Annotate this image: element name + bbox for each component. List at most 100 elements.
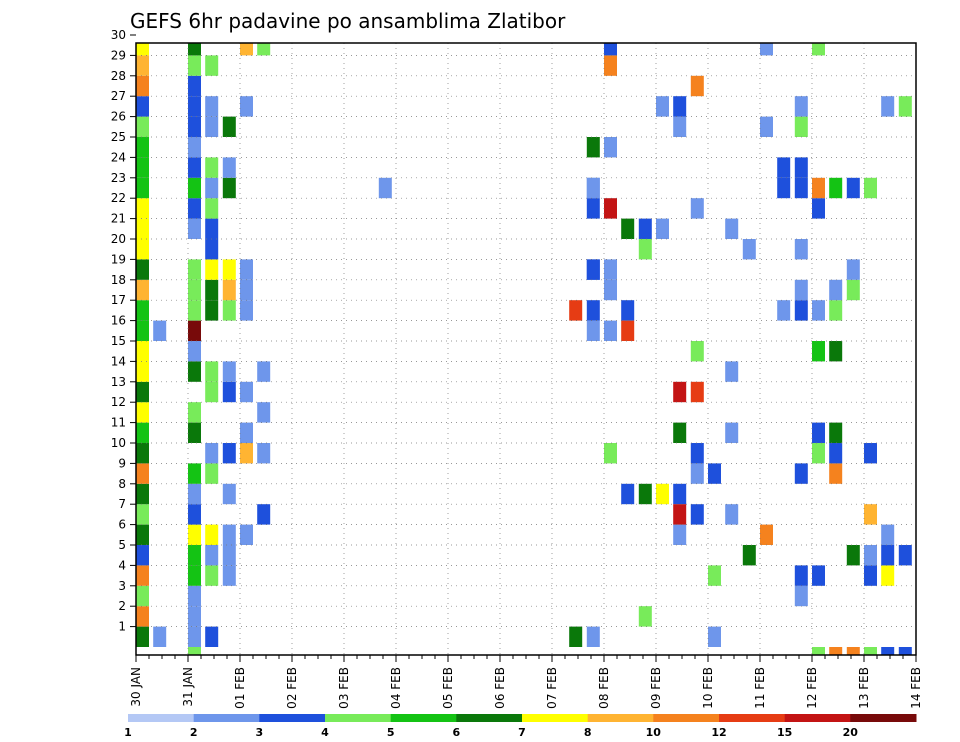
- y-tick-label: 23: [111, 171, 126, 185]
- heatmap-cell: [569, 626, 583, 647]
- heatmap-cell: [188, 177, 201, 199]
- legend-swatch: [128, 714, 195, 722]
- heatmap-cell: [690, 463, 704, 484]
- heatmap-cell: [136, 43, 149, 56]
- heatmap-cell: [621, 218, 635, 239]
- y-tick-label: 26: [111, 110, 126, 124]
- heatmap-cell: [777, 157, 791, 178]
- heatmap-cell: [656, 218, 669, 239]
- heatmap-cell: [673, 504, 687, 525]
- heatmap-cell: [188, 55, 201, 76]
- heatmap-cell: [188, 259, 201, 280]
- heatmap-cell: [222, 116, 236, 137]
- heatmap-cell: [794, 279, 808, 301]
- heatmap-cell: [136, 341, 149, 362]
- heatmap-cell: [136, 75, 149, 97]
- heatmap-cell: [898, 96, 912, 117]
- heatmap-cell: [638, 606, 652, 627]
- heatmap-cell: [240, 422, 253, 443]
- heatmap-cell: [136, 504, 149, 525]
- heatmap-cell: [881, 524, 895, 545]
- heatmap-cell: [240, 524, 253, 545]
- heatmap-cell: [240, 300, 253, 321]
- legend-swatch: [522, 714, 589, 722]
- heatmap-cell: [829, 422, 843, 443]
- heatmap-cell: [205, 463, 219, 484]
- heatmap-cell: [777, 300, 791, 321]
- heatmap-cell: [794, 565, 808, 586]
- heatmap-cell: [621, 320, 635, 341]
- heatmap-cell: [638, 483, 652, 505]
- heatmap-cell: [188, 504, 201, 525]
- heatmap-cell: [205, 239, 219, 260]
- heatmap-cell: [240, 43, 253, 56]
- heatmap-cell: [846, 545, 860, 566]
- heatmap-cell: [136, 259, 149, 280]
- x-tick-label: 13 FEB: [857, 667, 871, 709]
- y-tick-label: 28: [111, 69, 126, 83]
- heatmap-cell: [136, 483, 149, 505]
- heatmap-cell: [205, 279, 219, 301]
- y-tick-label: 9: [118, 456, 126, 470]
- heatmap-cell: [864, 565, 877, 586]
- grid-lines: [136, 43, 916, 655]
- legend-label: 6: [452, 726, 460, 739]
- y-tick-label: 12: [111, 395, 126, 409]
- heatmap-cell: [136, 381, 149, 403]
- heatmap-cell: [188, 647, 201, 655]
- heatmap-cell: [638, 239, 652, 260]
- heatmap-cell: [205, 116, 219, 137]
- heatmap-cell: [188, 341, 201, 362]
- heatmap-cell: [638, 218, 652, 239]
- heatmap-cell: [205, 259, 219, 280]
- legend-label: 10: [646, 726, 662, 739]
- heatmap-cell: [864, 545, 877, 566]
- x-tick-label: 14 FEB: [909, 667, 923, 709]
- heatmap-cell: [864, 177, 877, 199]
- chart-title: GEFS 6hr padavine po ansamblima Zlatibor: [130, 9, 566, 33]
- heatmap-cell: [240, 443, 253, 464]
- heatmap-cell: [604, 279, 617, 301]
- heatmap-cell: [673, 381, 687, 403]
- y-tick-label: 6: [118, 518, 126, 532]
- heatmap-cell: [205, 361, 219, 382]
- heatmap-cell: [864, 443, 877, 464]
- heatmap-cell: [846, 647, 860, 655]
- heatmap-cell: [222, 279, 236, 301]
- y-tick-label: 24: [111, 150, 126, 164]
- y-tick-label: 4: [118, 558, 126, 572]
- heatmap-cell: [205, 524, 219, 545]
- heatmap-cell: [794, 157, 808, 178]
- heatmap-cell: [898, 647, 912, 655]
- heatmap-cell: [812, 300, 825, 321]
- heatmap-cell: [136, 422, 149, 443]
- heatmap-cell: [188, 361, 201, 382]
- x-tick-label: 06 FEB: [493, 667, 507, 709]
- heatmap-cell: [621, 300, 635, 321]
- heatmap-cell: [188, 198, 201, 219]
- heatmap-cell: [621, 483, 635, 505]
- legend-swatch: [587, 714, 654, 722]
- heatmap-cell: [604, 443, 617, 464]
- legend-swatch: [259, 714, 326, 722]
- x-tick-label: 31 JAN: [181, 667, 195, 707]
- y-tick-label: 15: [111, 334, 126, 348]
- legend-label: 1: [124, 726, 132, 739]
- heatmap-cell: [136, 606, 149, 627]
- heatmap-cell: [136, 157, 149, 178]
- heatmap-cell: [257, 443, 271, 464]
- heatmap-cell: [205, 177, 219, 199]
- heatmap-cell: [586, 626, 600, 647]
- heatmap-cell: [881, 647, 895, 655]
- heatmap-cell: [604, 43, 617, 56]
- y-tick-label: 8: [118, 477, 126, 491]
- heatmap-cell: [205, 443, 219, 464]
- x-tick-label: 04 FEB: [389, 667, 403, 709]
- heatmap-cell: [257, 402, 271, 423]
- legend-swatch: [719, 714, 786, 722]
- heatmap-cell: [829, 341, 843, 362]
- heatmap-cell: [690, 504, 704, 525]
- x-tick-label: 09 FEB: [649, 667, 663, 709]
- heatmap-cell: [205, 565, 219, 586]
